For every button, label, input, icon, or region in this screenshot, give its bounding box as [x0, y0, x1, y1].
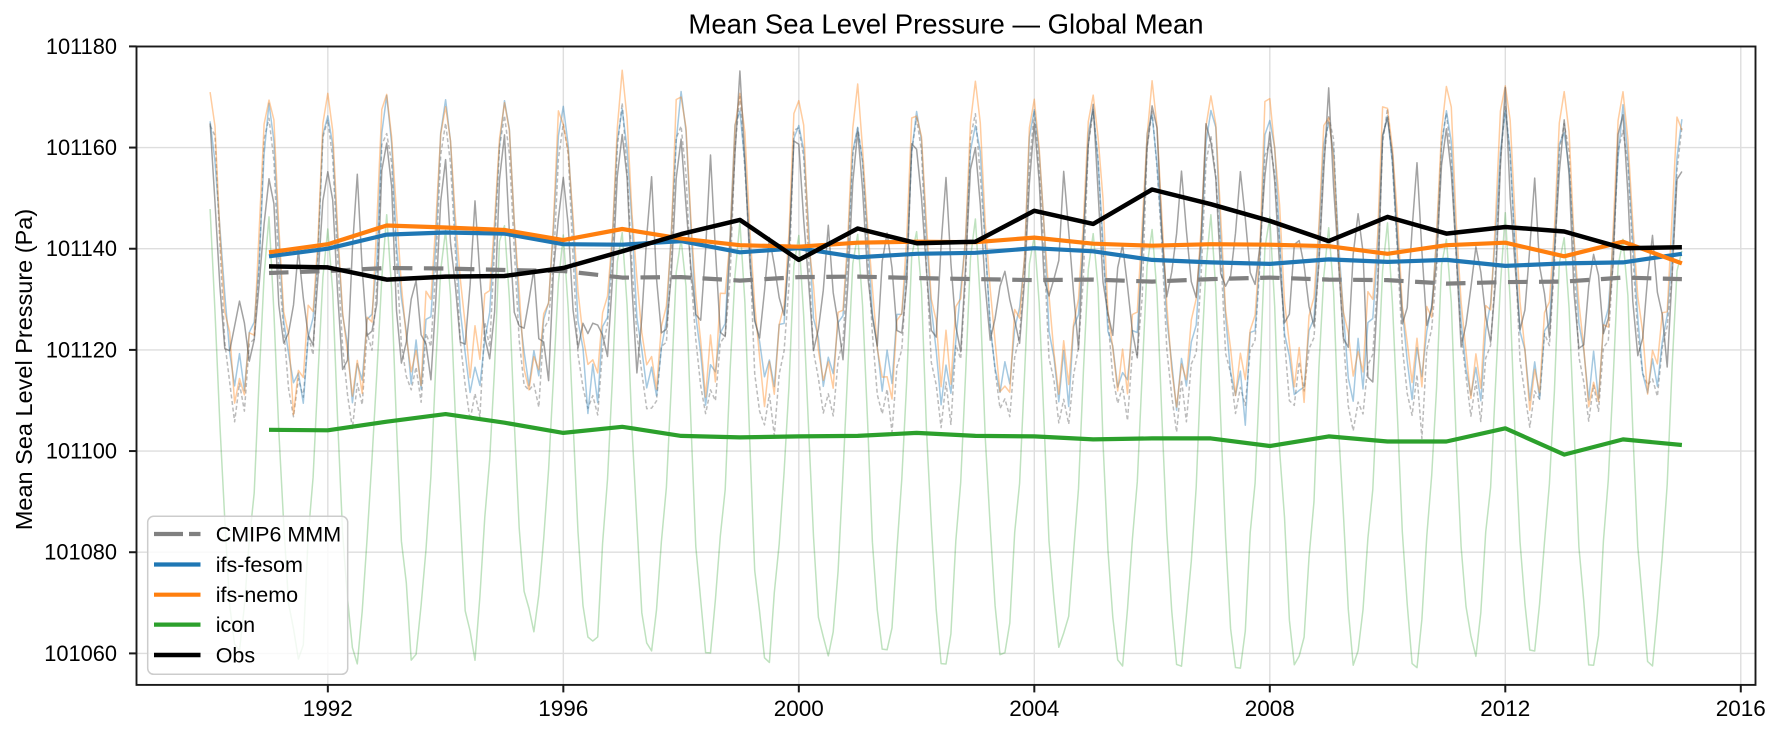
- svg-text:101100: 101100: [46, 439, 117, 464]
- svg-text:2012: 2012: [1480, 696, 1530, 721]
- svg-text:2000: 2000: [774, 696, 824, 721]
- svg-text:2008: 2008: [1245, 696, 1295, 721]
- svg-text:2004: 2004: [1009, 696, 1059, 721]
- svg-text:CMIP6 MMM: CMIP6 MMM: [216, 523, 341, 547]
- svg-text:101180: 101180: [46, 34, 117, 59]
- svg-text:101140: 101140: [46, 236, 117, 261]
- svg-text:Obs: Obs: [216, 644, 255, 668]
- svg-text:1996: 1996: [538, 696, 588, 721]
- svg-text:ifs-fesom: ifs-fesom: [216, 553, 303, 577]
- svg-text:101160: 101160: [46, 135, 117, 160]
- svg-text:ifs-nemo: ifs-nemo: [216, 583, 298, 607]
- svg-text:icon: icon: [216, 613, 255, 637]
- svg-text:101060: 101060: [44, 641, 117, 666]
- svg-text:Mean Sea Level Pressure — Glob: Mean Sea Level Pressure — Global Mean: [688, 9, 1203, 40]
- svg-text:1992: 1992: [303, 696, 353, 721]
- svg-text:101120: 101120: [46, 337, 117, 362]
- svg-text:2016: 2016: [1716, 696, 1766, 721]
- svg-text:Mean Sea Level Pressure (Pa): Mean Sea Level Pressure (Pa): [11, 209, 37, 530]
- svg-text:101080: 101080: [44, 540, 117, 565]
